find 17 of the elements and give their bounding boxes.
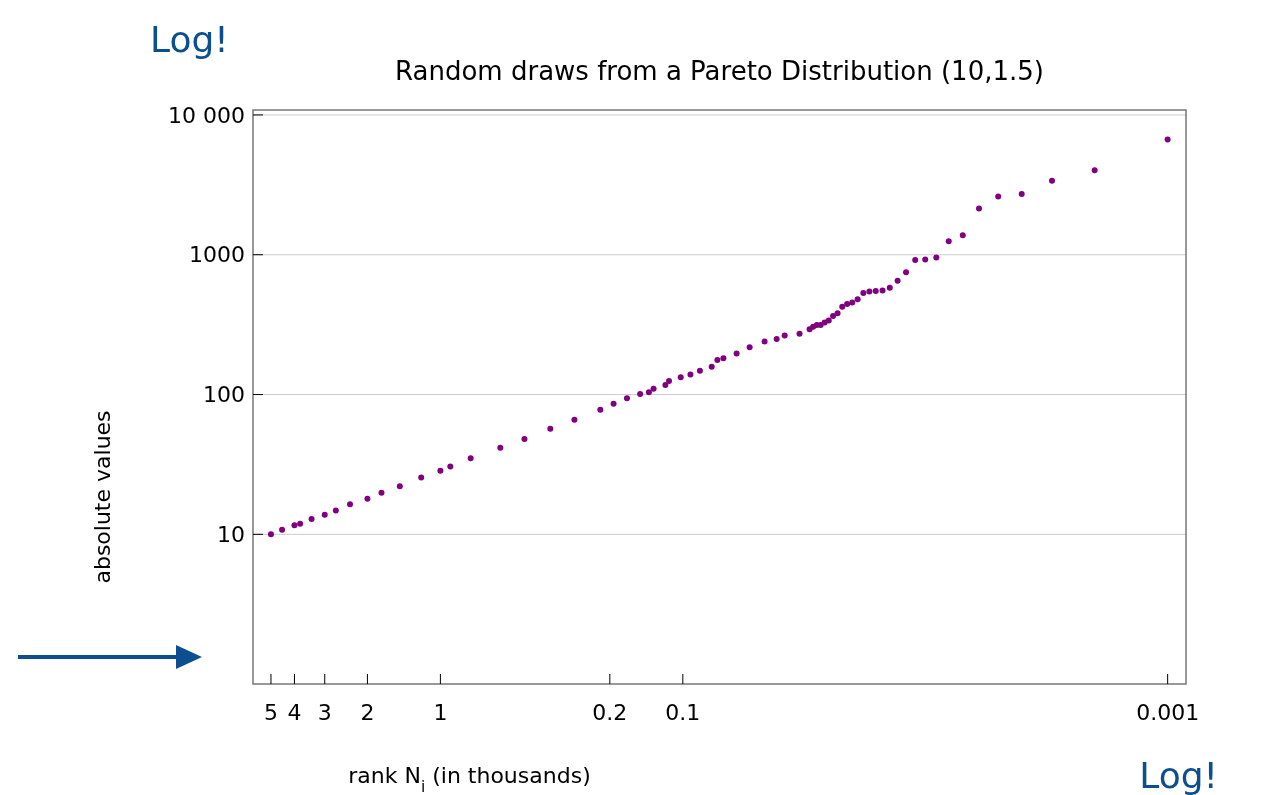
y-tick-label: 1000 bbox=[189, 242, 245, 268]
x-tick-label: 2 bbox=[360, 700, 375, 725]
text: Log! bbox=[150, 19, 229, 60]
x-tick-label: 0.2 bbox=[592, 700, 628, 725]
x-axis-title: rank N$_{i}$ (in thousands) bbox=[348, 763, 591, 795]
chart-title: Random draws from a Pareto Distribution (10,1.5) bbox=[395, 56, 1044, 86]
x-tick-label: 1 bbox=[433, 700, 448, 725]
x-tick-label: 0.1 bbox=[665, 700, 701, 725]
text: Log! bbox=[1139, 755, 1218, 795]
y-axis-title: absolute values bbox=[90, 410, 115, 584]
y-tick-label: 10 bbox=[217, 522, 245, 548]
x-tick-label: 3 bbox=[317, 700, 332, 725]
x-tick-label: 4 bbox=[287, 700, 302, 725]
x-tick-label: 5 bbox=[263, 700, 278, 725]
y-tick-label: 10 000 bbox=[168, 102, 245, 128]
x-tick-label: 0.001 bbox=[1136, 700, 1200, 725]
y-tick-label: 100 bbox=[203, 382, 245, 408]
